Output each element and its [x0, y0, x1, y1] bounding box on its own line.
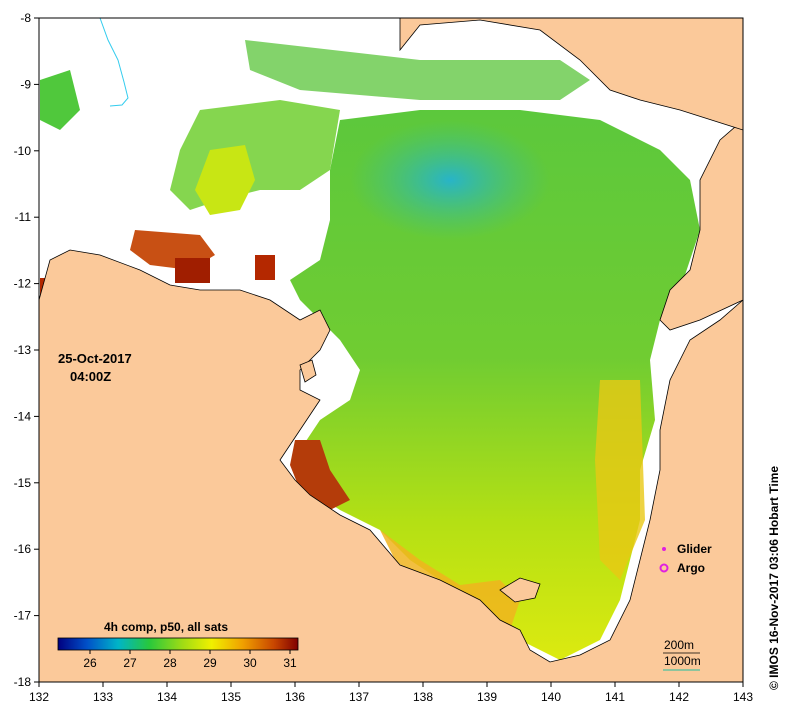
colorbar: 4h comp, p50, all sats 26 27 28 29 30 31: [57, 620, 299, 670]
y-tick-label: -13: [14, 343, 32, 357]
colorbar-tick-label: 26: [83, 656, 97, 670]
y-tick-label: -16: [14, 542, 32, 556]
colorbar-tick-label: 30: [243, 656, 257, 670]
x-tick-label: 136: [285, 690, 305, 704]
sst-field: [290, 110, 700, 660]
colorbar-title: 4h comp, p50, all sats: [104, 620, 228, 634]
sst-north-strip: [245, 40, 590, 100]
y-tick-label: -8: [20, 11, 31, 25]
sst-warm-north: [195, 145, 255, 215]
y-tick-label: -18: [14, 675, 32, 689]
sst-far-north: [40, 70, 80, 130]
hot-spot-1: [175, 258, 210, 283]
land-mornington-island: [499, 577, 541, 603]
colorbar-tick-label: 27: [123, 656, 137, 670]
depth-1000-label: 1000m: [664, 654, 701, 668]
x-tick-label: 139: [477, 690, 497, 704]
obs-legend: Glider Argo: [659, 542, 712, 575]
warm-strip-east: [595, 380, 645, 580]
hot-spot-2: [255, 255, 275, 280]
x-tick-label: 143: [733, 690, 753, 704]
x-tick-label: 135: [221, 690, 241, 704]
y-tick-label: -12: [14, 277, 32, 291]
land-mainland: [39, 249, 743, 682]
land-groote-eylandt: [299, 359, 317, 383]
credit-text: © IMOS 16-Nov-2017 03:06 Hobart Time: [767, 466, 781, 690]
glider-marker: [662, 547, 666, 551]
y-tick-label: -11: [15, 210, 32, 224]
colorbar-bar: [57, 637, 299, 651]
y-tick-label: -17: [14, 609, 32, 623]
x-tick-label: 142: [669, 690, 689, 704]
contour-legend: 200m 1000m: [663, 638, 701, 671]
x-tick-label: 133: [93, 690, 113, 704]
date-label: 25-Oct-2017: [58, 351, 132, 366]
x-axis: 132 133 134 135 136 137 138 139 140 141 142 143: [29, 682, 753, 704]
colorbar-tick-label: 31: [283, 656, 297, 670]
colorbar-ticks: 26 27 28 29 30 31: [83, 650, 297, 670]
x-tick-label: 140: [541, 690, 561, 704]
argo-label: Argo: [677, 561, 705, 575]
y-tick-label: -10: [14, 144, 32, 158]
x-tick-label: 137: [349, 690, 369, 704]
argo-marker: [659, 563, 669, 573]
map-layers: [39, 18, 743, 682]
colorbar-tick-label: 29: [203, 656, 217, 670]
land-new-guinea: [399, 18, 743, 131]
x-tick-label: 134: [157, 690, 177, 704]
land-cape-york: [659, 119, 743, 331]
x-tick-label: 138: [413, 690, 433, 704]
cool-patch: [350, 120, 550, 240]
y-tick-label: -14: [14, 409, 32, 423]
x-tick-label: 132: [29, 690, 49, 704]
y-tick-label: -15: [14, 476, 32, 490]
glider-label: Glider: [677, 542, 712, 556]
x-tick-label: 141: [605, 690, 625, 704]
time-label: 04:00Z: [70, 369, 111, 384]
depth-200-label: 200m: [664, 638, 694, 652]
y-tick-label: -9: [20, 77, 31, 91]
y-axis: -8 -9 -10 -11 -12 -13 -14 -15 -16 -17 -18: [14, 11, 39, 689]
river-line: [99, 18, 129, 107]
colorbar-tick-label: 28: [163, 656, 177, 670]
